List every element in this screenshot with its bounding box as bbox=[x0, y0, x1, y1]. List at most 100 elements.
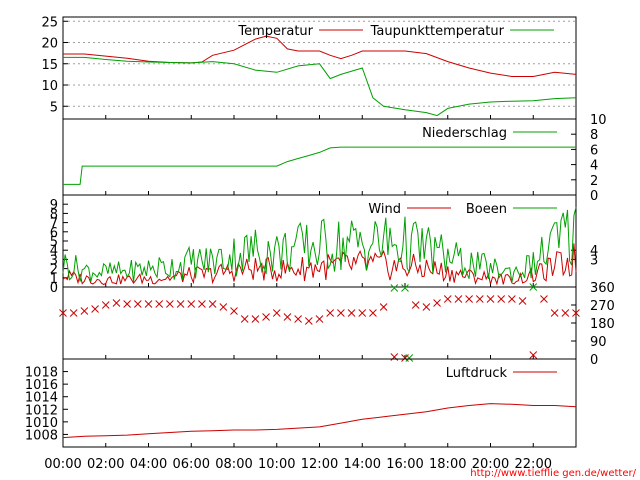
direction-marker bbox=[390, 284, 399, 292]
direction-marker bbox=[337, 309, 345, 317]
y-tick-label: 5 bbox=[50, 100, 58, 115]
y-tick-label: 3 bbox=[50, 253, 58, 268]
y-tick-label: 25 bbox=[41, 15, 58, 30]
marker-stroke bbox=[540, 295, 548, 303]
marker-stroke bbox=[358, 309, 367, 317]
chart-panel-3: 0 90 180 270 360 bbox=[59, 281, 615, 368]
marker-stroke bbox=[369, 309, 377, 317]
marker-stroke bbox=[390, 284, 399, 292]
marker-stroke bbox=[422, 303, 431, 311]
marker-stroke bbox=[529, 283, 538, 291]
y-tick-label-right: 3 bbox=[590, 253, 598, 268]
y-tick-label-right: 10 bbox=[590, 113, 607, 128]
series-line-0 bbox=[63, 146, 576, 185]
direction-marker bbox=[123, 300, 131, 308]
marker-stroke bbox=[230, 307, 238, 315]
x-tick-label: 18:00 bbox=[429, 457, 466, 472]
x-tick-label: 12:00 bbox=[301, 457, 338, 472]
y-tick-label-right: 6 bbox=[590, 143, 598, 158]
legend-label: Wind bbox=[368, 202, 401, 217]
marker-stroke bbox=[518, 297, 527, 305]
direction-marker bbox=[262, 313, 270, 321]
direction-marker bbox=[315, 315, 324, 323]
marker-stroke bbox=[155, 300, 164, 308]
direction-marker bbox=[550, 309, 559, 317]
marker-stroke bbox=[262, 313, 270, 321]
direction-marker bbox=[240, 315, 249, 323]
marker-stroke bbox=[283, 313, 292, 321]
marker-stroke bbox=[133, 300, 142, 308]
direction-marker bbox=[465, 295, 473, 303]
x-tick-label: 02:00 bbox=[87, 457, 124, 472]
x-tick-label: 08:00 bbox=[215, 457, 252, 472]
direction-marker bbox=[80, 307, 89, 315]
direction-marker bbox=[443, 295, 452, 303]
direction-marker bbox=[369, 309, 377, 317]
legend-label: Luftdruck bbox=[446, 366, 508, 381]
x-tick-label: 22:00 bbox=[515, 457, 552, 472]
direction-marker bbox=[166, 300, 174, 308]
marker-stroke bbox=[80, 307, 89, 315]
direction-marker bbox=[283, 313, 292, 321]
marker-stroke bbox=[240, 315, 249, 323]
x-tick-label: 14:00 bbox=[344, 457, 381, 472]
marker-stroke bbox=[272, 309, 281, 317]
direction-marker bbox=[561, 309, 570, 317]
legend-label: Taupunkttemperatur bbox=[370, 24, 505, 39]
direction-marker bbox=[155, 300, 164, 308]
direction-marker bbox=[294, 315, 302, 323]
y-tick-label: 7 bbox=[50, 217, 58, 232]
direction-marker bbox=[411, 301, 420, 309]
direction-marker bbox=[112, 299, 121, 307]
y-tick-label: 1008 bbox=[25, 428, 58, 443]
marker-stroke bbox=[326, 309, 335, 317]
x-tick-label: 10:00 bbox=[258, 457, 295, 472]
marker-stroke bbox=[144, 300, 153, 308]
marker-stroke bbox=[561, 309, 570, 317]
direction-marker bbox=[59, 309, 67, 317]
direction-marker bbox=[91, 305, 99, 313]
y-tick-label: 5 bbox=[50, 235, 58, 250]
y-tick-label-right: 8 bbox=[590, 128, 598, 143]
marker-stroke bbox=[123, 300, 131, 308]
direction-marker bbox=[358, 309, 367, 317]
marker-stroke bbox=[59, 309, 67, 317]
direction-marker bbox=[475, 295, 484, 303]
y-tick-label: 1018 bbox=[25, 366, 58, 381]
marker-stroke bbox=[112, 299, 121, 307]
marker-stroke bbox=[529, 351, 538, 359]
marker-stroke bbox=[550, 309, 559, 317]
y-tick-label: 0 bbox=[50, 281, 58, 296]
marker-stroke bbox=[379, 303, 388, 311]
direction-marker bbox=[133, 300, 142, 308]
marker-stroke bbox=[166, 300, 174, 308]
x-tick-label: 20:00 bbox=[472, 457, 509, 472]
direction-marker bbox=[230, 307, 238, 315]
marker-stroke bbox=[465, 295, 473, 303]
direction-marker bbox=[572, 309, 580, 317]
marker-stroke bbox=[187, 300, 196, 308]
credit-link[interactable]: http://www.tiefflie gen.de/wetter/ bbox=[470, 468, 636, 479]
y-tick-label: 1014 bbox=[25, 391, 58, 406]
direction-marker bbox=[144, 300, 153, 308]
direction-marker bbox=[540, 295, 548, 303]
y-tick-label: 1010 bbox=[25, 416, 58, 431]
legend-label: Boeen bbox=[466, 202, 507, 217]
marker-stroke bbox=[69, 309, 78, 317]
legend-label: Temperatur bbox=[237, 24, 313, 39]
marker-stroke bbox=[198, 300, 206, 308]
marker-stroke bbox=[315, 315, 324, 323]
x-tick-label: 16:00 bbox=[386, 457, 423, 472]
series-line-0 bbox=[62, 243, 577, 286]
direction-marker bbox=[304, 317, 313, 325]
direction-marker bbox=[272, 309, 281, 317]
marker-stroke bbox=[304, 317, 313, 325]
marker-stroke bbox=[486, 295, 495, 303]
direction-marker bbox=[486, 295, 495, 303]
x-tick-label: 04:00 bbox=[130, 457, 167, 472]
x-tick-label: 00:00 bbox=[44, 457, 81, 472]
direction-marker bbox=[198, 300, 206, 308]
direction-marker bbox=[176, 300, 185, 308]
